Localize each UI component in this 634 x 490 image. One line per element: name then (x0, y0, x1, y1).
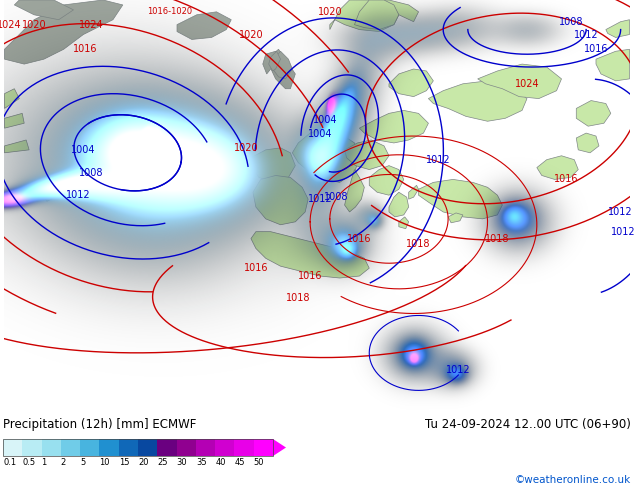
Polygon shape (596, 49, 630, 81)
Polygon shape (273, 51, 292, 79)
Bar (42, 439, 61, 456)
Polygon shape (4, 0, 123, 64)
Polygon shape (15, 0, 74, 20)
Text: 1018: 1018 (406, 240, 430, 249)
Polygon shape (273, 439, 286, 456)
Text: 1020: 1020 (238, 29, 263, 40)
Text: 0.5: 0.5 (22, 458, 36, 466)
Text: 1024: 1024 (0, 20, 22, 30)
Text: 1012: 1012 (446, 365, 470, 375)
Text: 45: 45 (235, 458, 245, 466)
Bar (177, 439, 196, 456)
Polygon shape (429, 81, 527, 121)
Text: 1016: 1016 (584, 44, 608, 54)
Polygon shape (418, 179, 502, 219)
Polygon shape (399, 217, 409, 229)
Polygon shape (354, 0, 399, 29)
Polygon shape (345, 140, 389, 170)
Text: 15: 15 (119, 458, 129, 466)
Polygon shape (576, 100, 611, 126)
Polygon shape (61, 189, 72, 196)
Polygon shape (262, 51, 278, 74)
Text: 1012: 1012 (611, 227, 634, 237)
Bar (3, 439, 273, 456)
Polygon shape (537, 156, 578, 179)
Text: 1008: 1008 (323, 192, 348, 202)
Text: 0.1: 0.1 (3, 458, 16, 466)
Bar (254, 439, 273, 456)
Bar (215, 439, 235, 456)
Text: 1018: 1018 (485, 234, 510, 244)
Text: 35: 35 (196, 458, 207, 466)
Polygon shape (409, 185, 418, 199)
Text: 1020: 1020 (22, 20, 46, 30)
Polygon shape (4, 89, 19, 108)
Polygon shape (4, 140, 29, 153)
Polygon shape (269, 49, 295, 89)
Bar (235, 439, 254, 456)
Text: 1012: 1012 (574, 29, 598, 40)
Bar (61, 439, 80, 456)
Polygon shape (269, 51, 280, 71)
Text: 1012: 1012 (66, 190, 91, 200)
Text: 40: 40 (215, 458, 226, 466)
Text: 1020: 1020 (318, 7, 342, 17)
Polygon shape (251, 148, 295, 182)
Polygon shape (292, 128, 359, 182)
Text: Tu 24-09-2024 12..00 UTC (06+90): Tu 24-09-2024 12..00 UTC (06+90) (425, 418, 631, 431)
Polygon shape (253, 175, 308, 225)
Polygon shape (606, 20, 630, 37)
Bar (22, 439, 42, 456)
Text: 5: 5 (80, 458, 86, 466)
Text: Precipitation (12h) [mm] ECMWF: Precipitation (12h) [mm] ECMWF (3, 418, 197, 431)
Text: 50: 50 (254, 458, 264, 466)
Polygon shape (369, 0, 418, 22)
Bar (196, 439, 215, 456)
Polygon shape (389, 69, 433, 97)
Polygon shape (177, 12, 231, 39)
Text: 1016: 1016 (243, 263, 268, 273)
Polygon shape (44, 195, 52, 201)
Text: ©weatheronline.co.uk: ©weatheronline.co.uk (515, 475, 631, 485)
Text: 1024: 1024 (515, 79, 540, 89)
Polygon shape (477, 64, 562, 98)
Polygon shape (389, 192, 409, 217)
Text: 1004: 1004 (313, 115, 337, 125)
Text: 1018: 1018 (286, 293, 311, 303)
Text: 1004: 1004 (307, 129, 332, 139)
Bar (138, 439, 157, 456)
Polygon shape (251, 232, 369, 278)
Text: 25: 25 (157, 458, 168, 466)
Polygon shape (448, 213, 463, 223)
Bar (119, 439, 138, 456)
Text: 1020: 1020 (234, 143, 258, 153)
Text: 1008: 1008 (79, 168, 103, 177)
Text: 1008: 1008 (559, 17, 583, 26)
Text: 1016: 1016 (347, 234, 372, 244)
Polygon shape (576, 133, 599, 153)
Bar (100, 439, 119, 456)
Polygon shape (359, 110, 429, 143)
Bar (3, 439, 22, 456)
Text: 10: 10 (100, 458, 110, 466)
Bar (157, 439, 177, 456)
Polygon shape (345, 170, 365, 212)
Polygon shape (4, 113, 24, 128)
Text: 20: 20 (138, 458, 148, 466)
Text: 1012: 1012 (307, 194, 332, 204)
Text: 2: 2 (61, 458, 66, 466)
Text: 1012: 1012 (426, 155, 451, 165)
Polygon shape (330, 0, 399, 31)
Text: 1016-1020: 1016-1020 (148, 7, 193, 16)
Text: 1016: 1016 (298, 271, 322, 281)
Text: 1024: 1024 (79, 20, 103, 30)
Bar (80, 439, 100, 456)
Text: 1004: 1004 (71, 145, 96, 155)
Text: 30: 30 (177, 458, 187, 466)
Text: 1016: 1016 (73, 44, 98, 54)
Text: 1012: 1012 (609, 207, 633, 217)
Text: 1016: 1016 (554, 174, 579, 184)
Polygon shape (369, 166, 404, 195)
Text: 1: 1 (42, 458, 47, 466)
